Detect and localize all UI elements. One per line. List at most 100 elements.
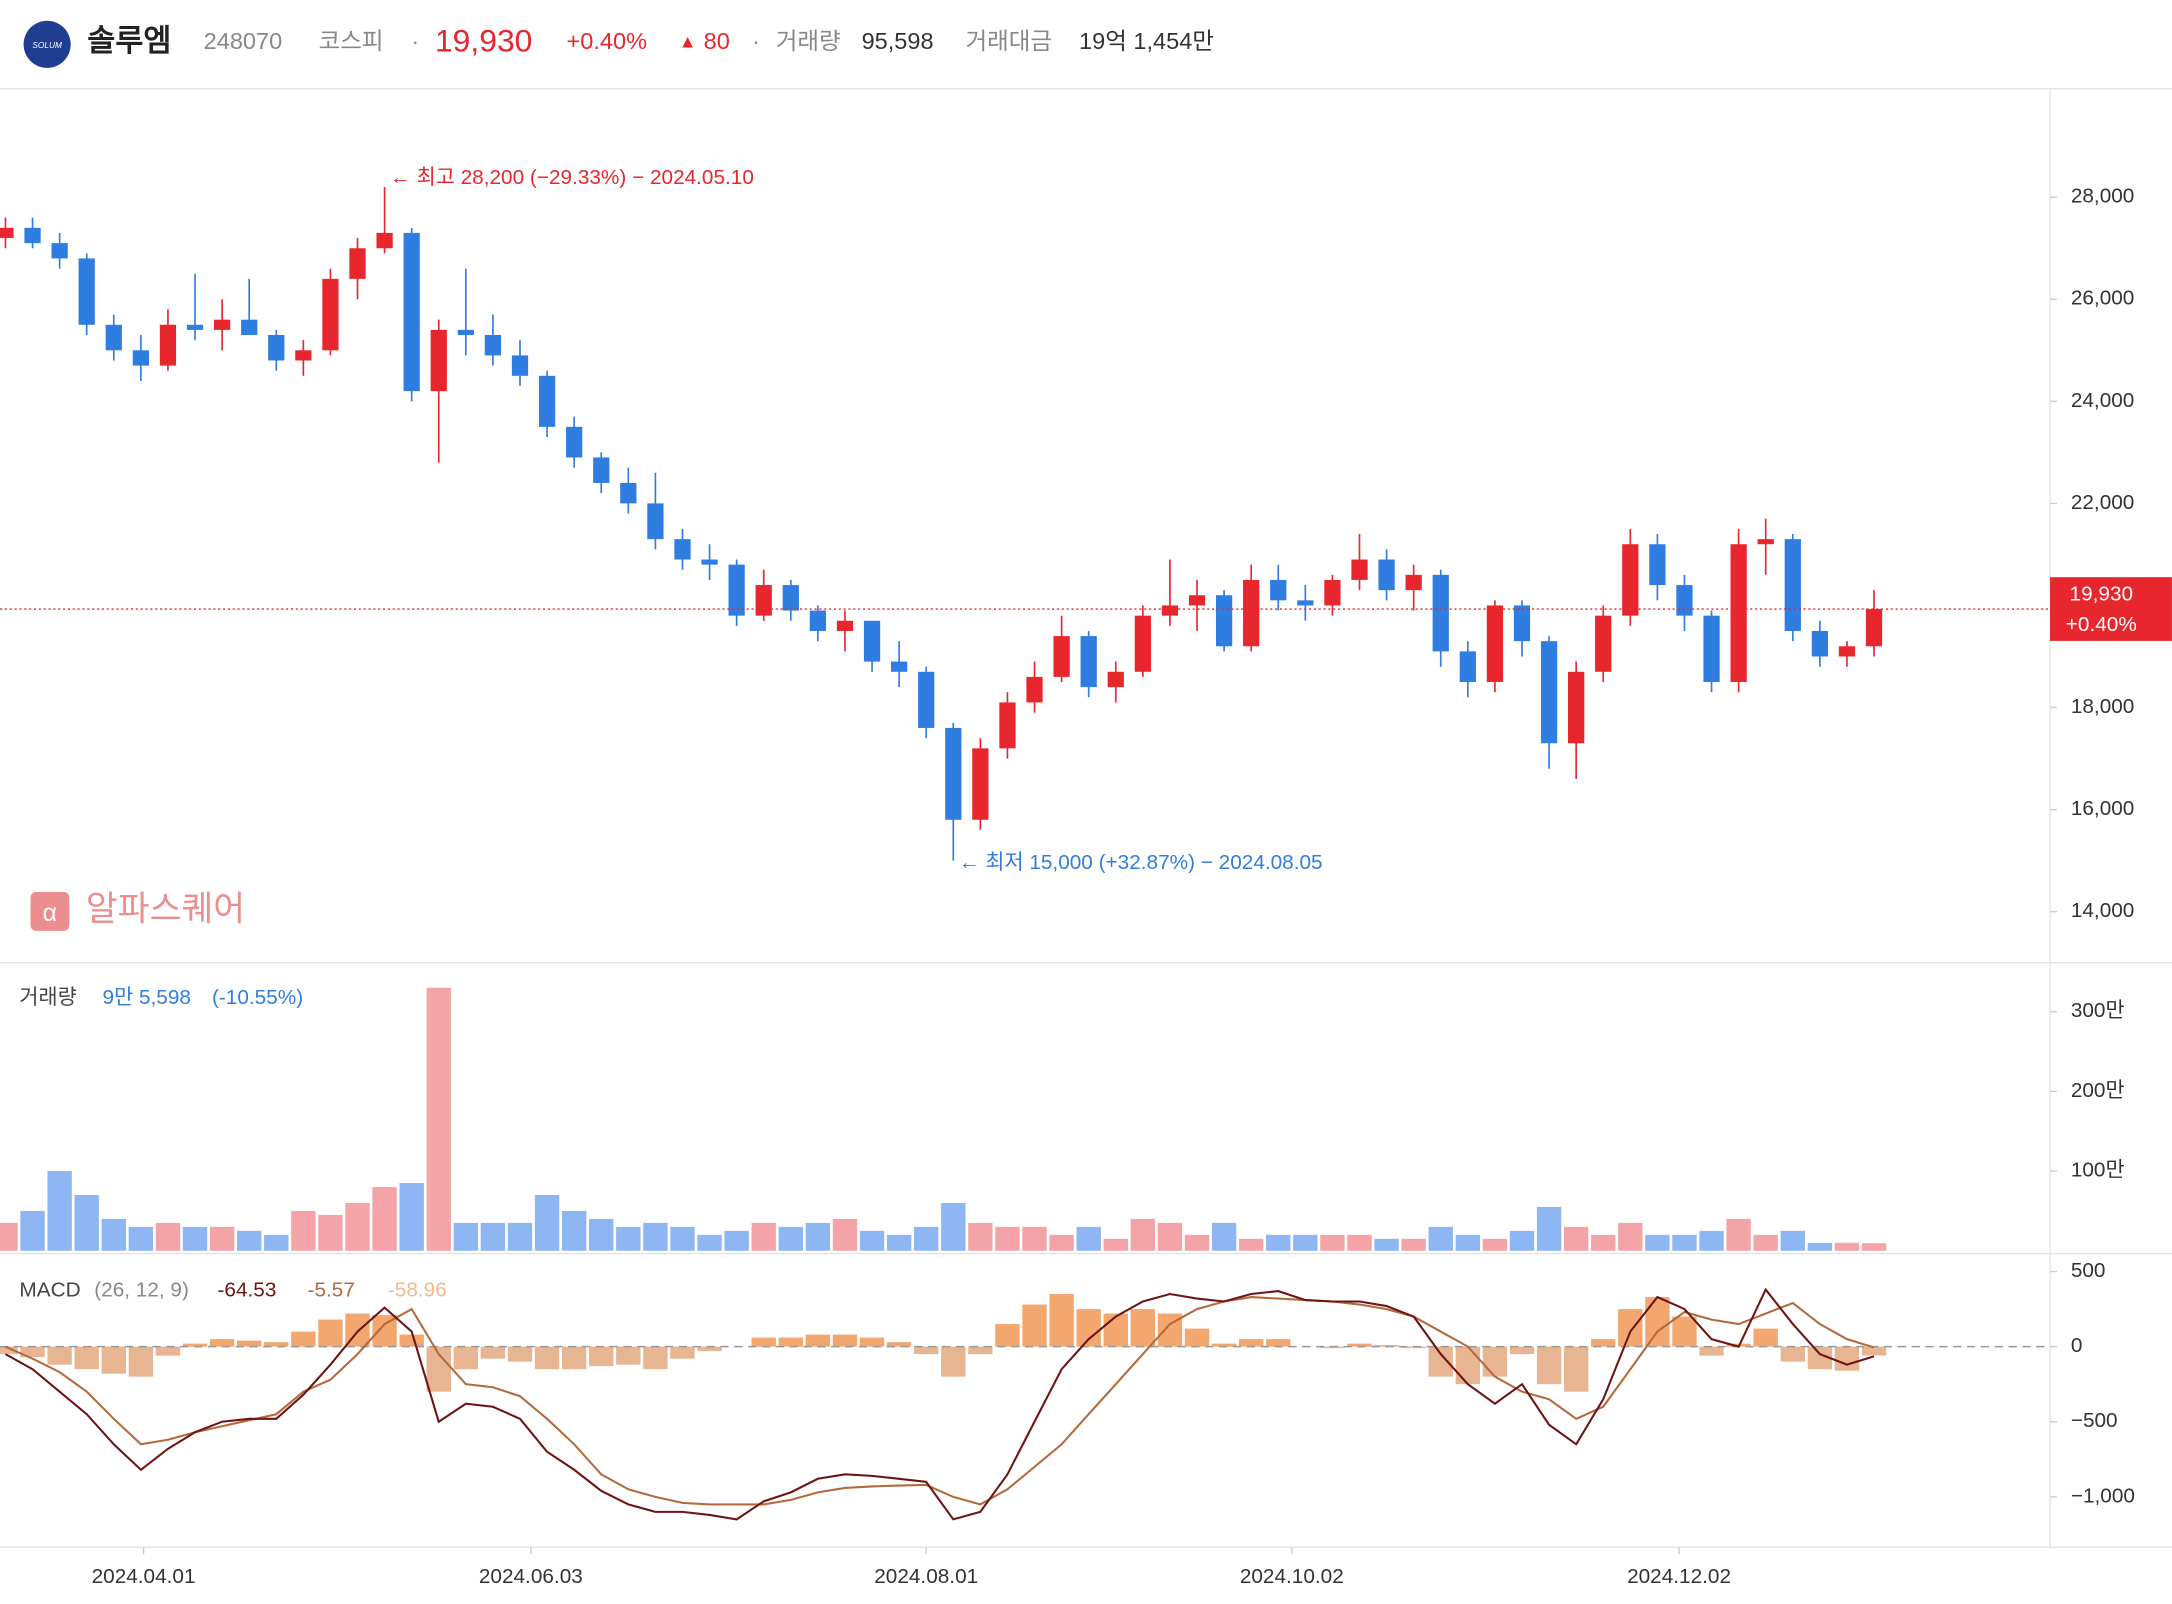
watermark-icon-bg (30, 892, 70, 931)
volume: 95,598 (862, 28, 934, 54)
volume-bar (1238, 1238, 1264, 1251)
volume-bar (1618, 1222, 1643, 1251)
histogram-bar (914, 1346, 939, 1355)
histogram-bar (995, 1324, 1020, 1347)
histogram-bar (1103, 1313, 1128, 1347)
volume-bar (1049, 1234, 1074, 1251)
candle-body (1134, 615, 1151, 672)
histogram-bar (1130, 1309, 1156, 1347)
volume-bar (1563, 1226, 1589, 1251)
volume-bar (128, 1226, 154, 1251)
candle-body (1540, 641, 1558, 744)
logo (23, 20, 71, 68)
candle-body (593, 457, 610, 483)
candle-body (24, 227, 41, 244)
histogram-bar (1753, 1328, 1778, 1347)
candle-body (918, 671, 935, 728)
candle-body (701, 559, 718, 565)
separator: · (752, 28, 760, 54)
candle-body (1161, 605, 1179, 616)
histogram-bar (778, 1337, 803, 1347)
candle-body (1513, 605, 1531, 642)
volume-bar (1753, 1234, 1778, 1251)
candle-body (51, 243, 68, 259)
volume-bar (832, 1218, 858, 1251)
histogram-bar (155, 1346, 181, 1356)
volume-bar (399, 1183, 424, 1251)
histogram-bar (1861, 1346, 1887, 1356)
histogram-bar (1807, 1346, 1833, 1370)
histogram-bar (1076, 1309, 1101, 1347)
candle-body (863, 620, 881, 662)
candle-body (159, 324, 177, 366)
histogram-bar (1482, 1346, 1508, 1377)
volume-bar (805, 1222, 831, 1251)
candle-body (782, 585, 799, 611)
histogram-bar (1428, 1346, 1453, 1377)
candle-body (241, 319, 258, 335)
signal-value: -5.57 (308, 1278, 355, 1301)
change: 80 (704, 28, 730, 54)
volume-bar (182, 1226, 208, 1251)
histogram-bar (237, 1340, 262, 1347)
volume-bar (643, 1222, 668, 1251)
candle-body (1080, 636, 1097, 688)
candle-body (538, 375, 556, 427)
volume-bar (264, 1234, 289, 1251)
y-tick-label: 16,000 (2071, 797, 2135, 820)
histogram-bar (697, 1346, 722, 1352)
candle-body (1378, 559, 1395, 591)
change-percent: +0.40% (567, 28, 648, 54)
histogram-bar (1672, 1316, 1697, 1347)
volume-value: 9만 5,598 (103, 986, 191, 1009)
histogram-bar (968, 1346, 993, 1355)
volume-bar (1861, 1243, 1887, 1251)
candle-body (132, 350, 149, 366)
volume-bar (1374, 1238, 1399, 1251)
x-tick-label: 2024.08.01 (874, 1565, 978, 1588)
candle-body (1405, 574, 1422, 591)
histogram-bar (209, 1339, 235, 1347)
candle-body (1865, 609, 1883, 647)
histogram-bar (0, 1346, 18, 1355)
histogram-bar (832, 1334, 858, 1347)
y-tick-label: 24,000 (2071, 389, 2135, 412)
histogram-bar (318, 1319, 343, 1347)
volume-bar (209, 1226, 235, 1251)
candle-body (891, 661, 908, 672)
volume-bar (1699, 1230, 1724, 1251)
separator: · (411, 28, 419, 54)
price: 19,930 (435, 22, 532, 58)
candle-body (1622, 544, 1639, 616)
macd-title: MACD (19, 1278, 80, 1301)
y-tick-label: −1,000 (2071, 1484, 2135, 1507)
candle-body (1811, 630, 1828, 657)
histogram-bar (1401, 1346, 1426, 1349)
candle-body (1351, 559, 1368, 580)
histogram-bar (1618, 1309, 1643, 1347)
volume-bar (291, 1210, 316, 1251)
y-tick-label: 22,000 (2071, 491, 2135, 514)
macd-value: -64.53 (218, 1278, 277, 1301)
candle-body (78, 258, 95, 325)
volume-bar (1022, 1226, 1047, 1251)
histogram-bar (1238, 1339, 1264, 1347)
market: 코스피 (319, 28, 384, 54)
histogram-bar (751, 1337, 776, 1347)
volume-bar (1428, 1226, 1453, 1251)
y-tick-label: 500 (2071, 1259, 2106, 1282)
y-tick-label: 300만 (2071, 999, 2125, 1022)
annotation: ← 최고 28,200 (−29.33%) − 2024.05.10 (390, 166, 754, 189)
volume-bar (480, 1222, 506, 1251)
histogram-bar (453, 1346, 479, 1370)
volume-bar (670, 1226, 695, 1251)
candle-body (755, 585, 772, 616)
candle-body (1243, 579, 1260, 647)
volume-bar (968, 1222, 993, 1251)
volume-bar (318, 1214, 343, 1251)
volume-bar (1130, 1218, 1156, 1251)
volume-bar (914, 1226, 939, 1251)
histogram-bar (1266, 1339, 1291, 1347)
volume-bar (534, 1194, 560, 1251)
